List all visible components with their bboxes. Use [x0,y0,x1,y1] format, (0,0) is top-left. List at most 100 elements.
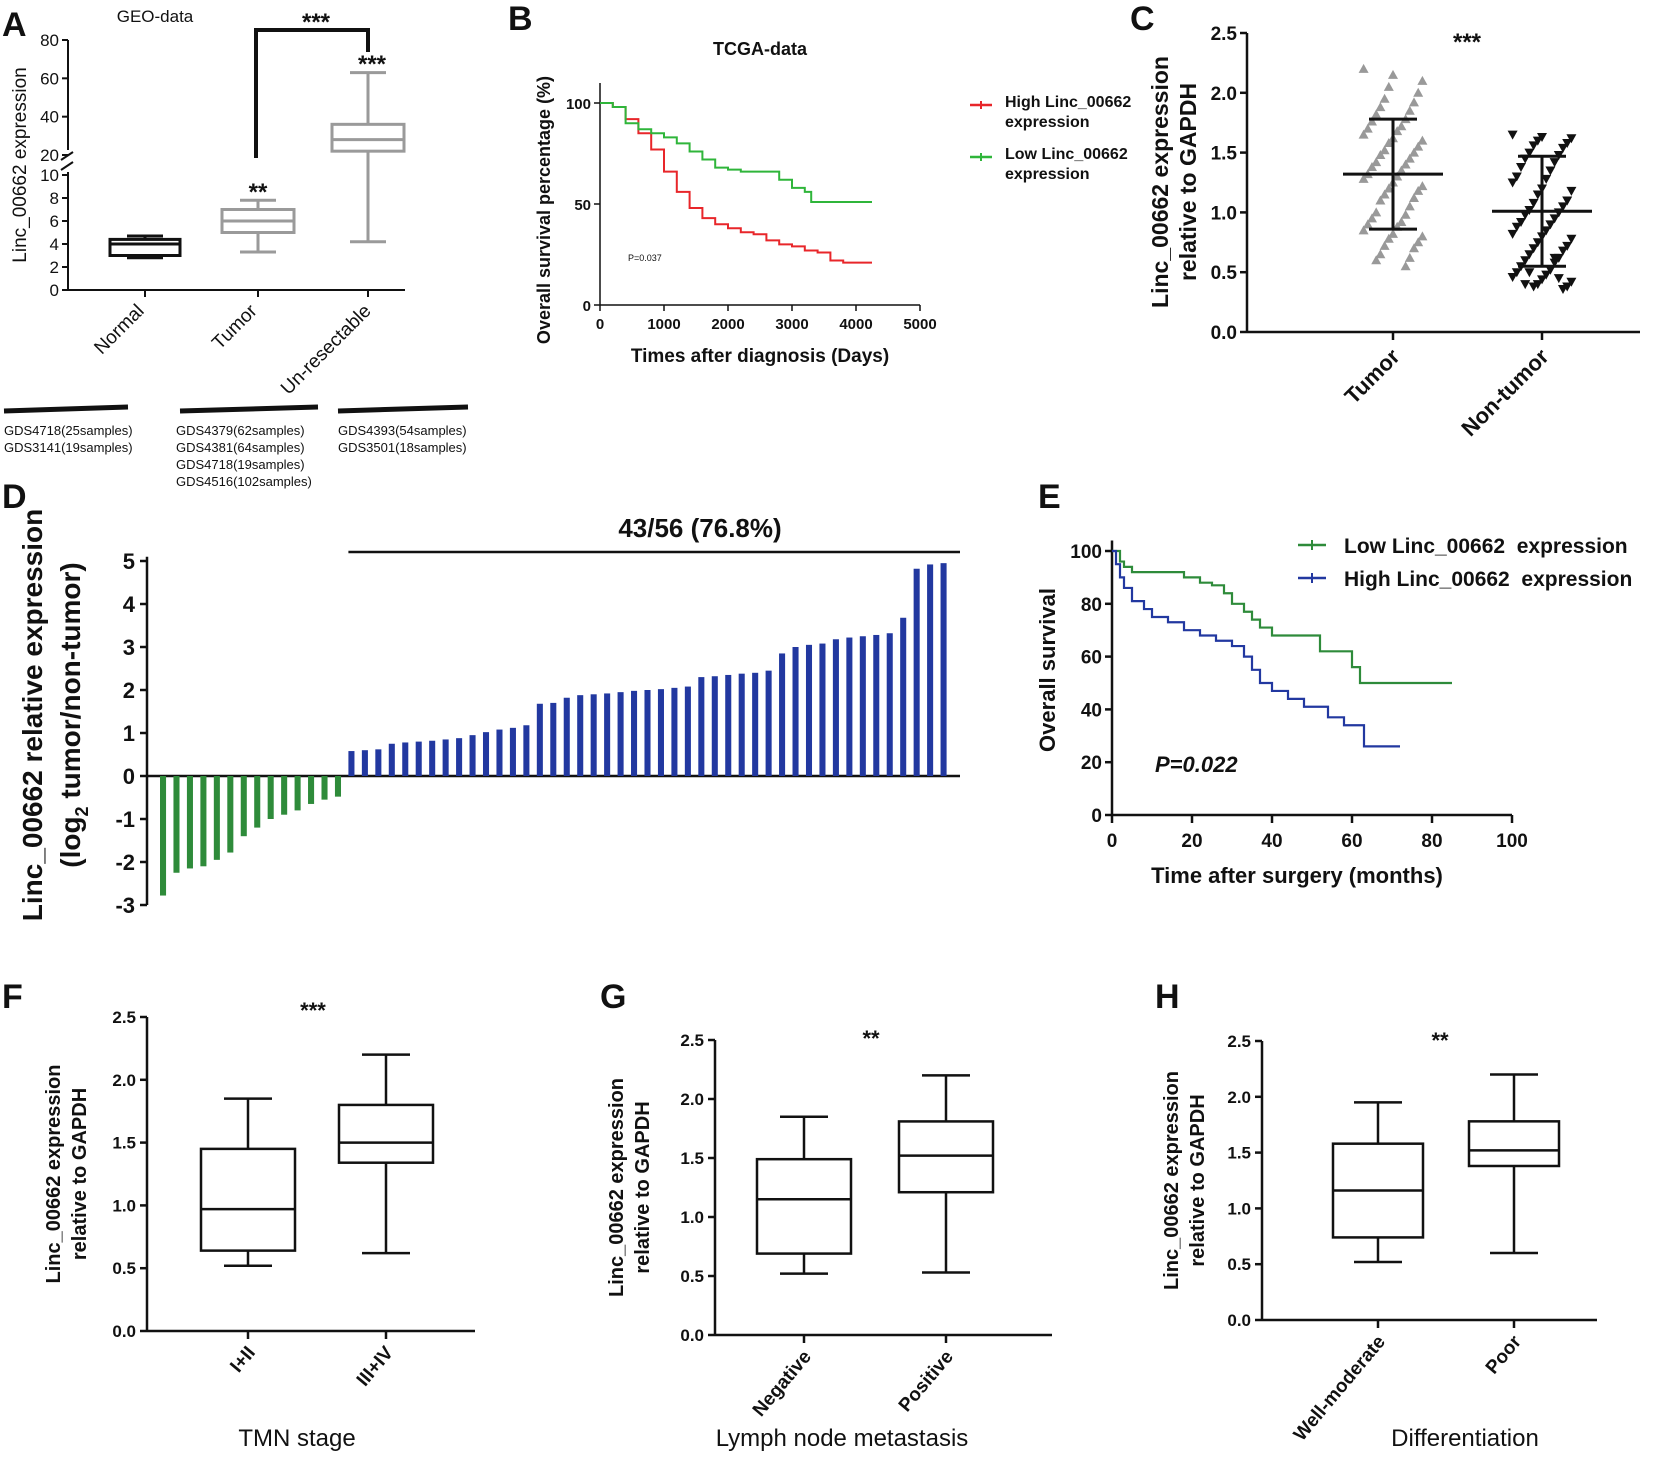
y-tick-label: 0.5 [1227,1255,1251,1274]
y-tick-label: 80 [1081,595,1102,616]
y-tick-label: 2.5 [1211,24,1238,45]
data-point-tumor [1413,237,1424,247]
data-point-non-tumor [1549,253,1560,263]
data-point-tumor [1392,171,1403,181]
legend-label: expression [1005,114,1089,131]
bar [604,693,611,776]
data-point-non-tumor [1507,130,1518,140]
data-point-tumor [1404,105,1415,115]
data-point-non-tumor [1511,222,1522,232]
panel-f-boxplot: 0.0 0.5 1.0 1.5 2.0 2.5 I+II III+IV *** TMN stage… [43,998,475,1452]
data-point-tumor [1379,189,1390,199]
data-point-tumor [1417,231,1428,241]
y-tick-label: 2 [50,258,59,277]
y-tick-label: 8 [50,189,59,208]
data-point-non-tumor [1520,256,1531,266]
x-axis-title: TMN stage [238,1425,355,1452]
bar [765,670,772,776]
bar [429,740,436,776]
y-axis-title-line: relative to GAPDH [632,1101,654,1273]
bar [254,776,261,828]
bar [725,674,732,776]
bar [698,677,705,776]
y-tick-label: 100 [1070,542,1102,563]
data-point-non-tumor [1558,246,1568,256]
bar [873,634,880,776]
x-axis-title: Times after diagnosis (Days) [631,346,889,367]
dataset-label: GDS4718(19samples) [176,457,305,472]
y-axis-title-line: Linc_00662 expression [43,1064,65,1283]
legend-label: expression [1005,166,1089,183]
panel-letter-c: C [1130,0,1155,38]
y-tick-label: 1.5 [1211,144,1238,165]
box [108,237,182,257]
data-point-tumor [1400,159,1411,169]
bar [886,633,893,776]
y-tick-label: 60 [40,69,59,88]
data-point-tumor [1375,102,1386,112]
data-point-non-tumor [1562,196,1573,206]
bar [631,690,638,776]
y-axis-title-line: tumor/non-tumor) [55,562,86,806]
survival-curve [1112,549,1452,685]
x-tick-label: 20 [1181,831,1202,852]
data-point-tumor [1358,63,1369,73]
data-point-tumor [1388,69,1398,79]
survival-curve [600,102,872,264]
data-point-tumor [1409,243,1419,253]
dataset-group-line [3,404,129,414]
bar [442,739,449,776]
data-point-non-tumor [1507,178,1518,188]
panel-letter-g: G [600,978,626,1016]
data-point-tumor [1404,201,1415,211]
y-tick-label: 6 [50,212,59,231]
y-tick-label: 1.5 [112,1134,136,1153]
bar [469,735,476,776]
data-point-tumor [1379,145,1390,155]
data-point-non-tumor [1549,158,1560,168]
x-category-label: Non-tumor [1456,344,1553,441]
bar [684,686,691,776]
data-point-tumor [1379,240,1390,250]
data-point-tumor [1417,135,1428,145]
box [337,1103,435,1164]
y-tick-label: -2 [115,850,135,875]
y-axis-title-line: Linc_00662 relative expression [17,509,48,921]
data-point-non-tumor [1566,186,1577,196]
bar [832,639,839,776]
x-category-label: Poor [1482,1331,1526,1378]
data-point-tumor [1371,109,1382,119]
y-tick-label: 0.5 [112,1259,136,1278]
data-point-tumor [1383,183,1394,193]
x-tick-label: 0 [1107,831,1118,852]
data-point-non-tumor [1541,270,1552,280]
data-point-tumor [1375,249,1386,259]
data-point-tumor [1383,81,1394,91]
data-point-non-tumor [1562,139,1573,149]
data-point-non-tumor [1558,143,1568,153]
y-tick-label: 40 [40,108,59,127]
data-point-tumor [1396,165,1407,175]
y-tick-label: 2.0 [680,1090,704,1109]
legend-label: High Linc_00662 [1005,94,1131,111]
bar [173,776,180,873]
data-point-non-tumor [1511,172,1522,182]
y-axis-title-line: Linc_00662 expression [606,1078,628,1297]
panel-letter-a: A [2,6,27,44]
y-axis-title-sub: 2 [72,806,92,816]
data-point-tumor [1417,181,1428,191]
box [330,122,406,153]
x-category-label: Positive [895,1347,958,1416]
data-point-non-tumor [1516,162,1526,172]
significance-bracket-label: *** [302,9,331,36]
x-category-label: III+IV [353,1342,398,1390]
bar [496,729,503,776]
bar [160,776,167,896]
data-point-non-tumor [1532,280,1543,290]
y-tick-label: -3 [115,893,135,918]
data-point-non-tumor [1507,272,1518,282]
y-tick-label: 100 [566,96,591,113]
